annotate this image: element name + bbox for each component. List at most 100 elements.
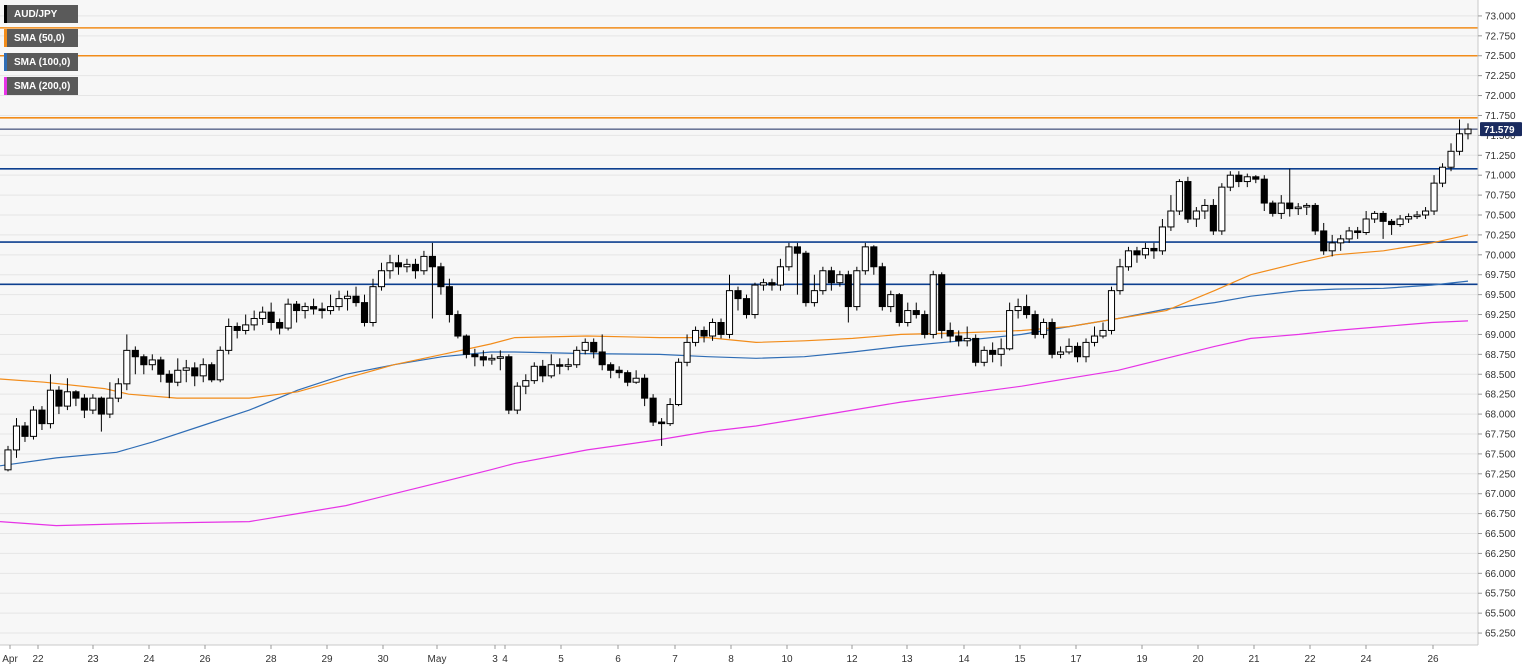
candle xyxy=(1294,203,1302,215)
candle xyxy=(488,354,496,365)
candle-body-down xyxy=(938,274,946,331)
candle-body-up xyxy=(1014,306,1022,312)
last-price-label: 71.579 xyxy=(1484,125,1515,136)
candle-body-up xyxy=(199,364,207,377)
candle xyxy=(1260,175,1268,212)
candle xyxy=(318,302,326,319)
candle xyxy=(242,314,250,335)
candle xyxy=(327,294,335,315)
legend-item-symbol[interactable]: AUD/JPY xyxy=(4,5,79,23)
x-tick-label: May xyxy=(428,654,447,665)
candle-body-up xyxy=(666,404,674,425)
candle-body-up xyxy=(1124,250,1133,268)
candle-body-up xyxy=(683,341,691,363)
candle-body-up xyxy=(46,389,54,425)
candle-body-down xyxy=(1252,176,1260,180)
y-tick-label: 67.500 xyxy=(1485,449,1516,460)
candle-body-up xyxy=(573,349,581,366)
candle-body-down xyxy=(360,302,369,323)
candle-body-up xyxy=(963,337,971,342)
y-tick-label: 70.000 xyxy=(1485,250,1516,261)
candle-body-up xyxy=(496,356,504,359)
candle-body-down xyxy=(55,389,63,407)
candle-body-down xyxy=(989,349,997,355)
candle-body-up xyxy=(1141,247,1149,256)
x-tick-label: 26 xyxy=(1427,654,1439,665)
y-tick-label: 72.250 xyxy=(1485,71,1516,82)
candle-body-down xyxy=(505,356,513,411)
legend-label-sma200: SMA (200,0) xyxy=(14,80,71,92)
legend-swatch-sma100 xyxy=(4,53,7,71)
candle xyxy=(386,254,394,279)
legend-item-sma50[interactable]: SMA (50,0) xyxy=(4,29,79,47)
candle xyxy=(938,272,946,339)
sma-50-line xyxy=(0,234,1469,399)
y-tick-label: 66.500 xyxy=(1485,529,1516,540)
candle-body-up xyxy=(1464,128,1472,135)
y-tick-label: 68.750 xyxy=(1485,350,1516,361)
plot-background xyxy=(0,0,1478,645)
y-tick-label: 65.750 xyxy=(1485,589,1516,600)
candle-body-down xyxy=(1031,314,1039,335)
candle xyxy=(428,242,436,319)
candle xyxy=(1447,143,1455,172)
y-tick-label: 66.750 xyxy=(1485,509,1516,520)
candle xyxy=(148,354,156,371)
y-tick-label: 70.750 xyxy=(1485,191,1516,202)
candle xyxy=(912,302,920,319)
candle-body-down xyxy=(607,364,615,371)
x-tick-label: 4 xyxy=(502,654,508,665)
candle xyxy=(199,358,207,383)
candle-body-down xyxy=(80,397,88,411)
candle xyxy=(479,350,487,367)
candle-body-down xyxy=(462,335,470,355)
candle-body-up xyxy=(564,364,572,367)
candle xyxy=(675,358,683,407)
legend-item-sma200[interactable]: SMA (200,0) xyxy=(4,77,79,95)
candle xyxy=(1065,338,1073,355)
candle xyxy=(131,346,139,375)
candle xyxy=(1277,195,1285,219)
candle-body-up xyxy=(386,262,394,272)
y-tick-label: 71.750 xyxy=(1485,111,1516,122)
legend-item-sma100[interactable]: SMA (100,0) xyxy=(4,53,79,71)
candle xyxy=(844,270,852,323)
candle xyxy=(870,245,878,275)
y-tick-label: 66.000 xyxy=(1485,569,1516,580)
x-tick-label: 23 xyxy=(87,654,99,665)
candle xyxy=(904,302,912,327)
y-tick-label: 70.250 xyxy=(1485,230,1516,241)
candle-body-up xyxy=(1158,226,1166,252)
candle xyxy=(1337,234,1345,251)
candle-body-down xyxy=(233,325,241,331)
candle-body-up xyxy=(1277,202,1285,214)
y-tick-label: 73.000 xyxy=(1485,11,1516,22)
candle xyxy=(97,396,105,432)
candle xyxy=(1455,119,1464,156)
candle xyxy=(1014,298,1022,319)
candle xyxy=(1090,326,1099,347)
candle xyxy=(827,266,835,291)
candle xyxy=(683,334,691,367)
candle xyxy=(394,254,403,275)
candle-body-up xyxy=(106,397,114,415)
candle xyxy=(887,290,895,313)
candle xyxy=(547,354,555,379)
candle-body-down xyxy=(1311,204,1319,232)
candle-body-up xyxy=(1201,204,1209,212)
candle-body-down xyxy=(1150,247,1158,252)
candle-body-up xyxy=(1345,230,1353,240)
candle xyxy=(1218,183,1226,235)
candle-body-up xyxy=(403,263,411,268)
candle xyxy=(556,358,564,375)
candle-body-down xyxy=(649,397,657,423)
candle-body-down xyxy=(191,367,199,377)
candle xyxy=(276,318,284,335)
candle xyxy=(1073,342,1082,363)
candle xyxy=(1099,322,1107,339)
candle-body-up xyxy=(335,298,343,308)
x-tick-label: 22 xyxy=(1304,654,1316,665)
candle xyxy=(208,362,216,383)
candle xyxy=(1430,175,1438,215)
candle-body-up xyxy=(1294,206,1302,210)
